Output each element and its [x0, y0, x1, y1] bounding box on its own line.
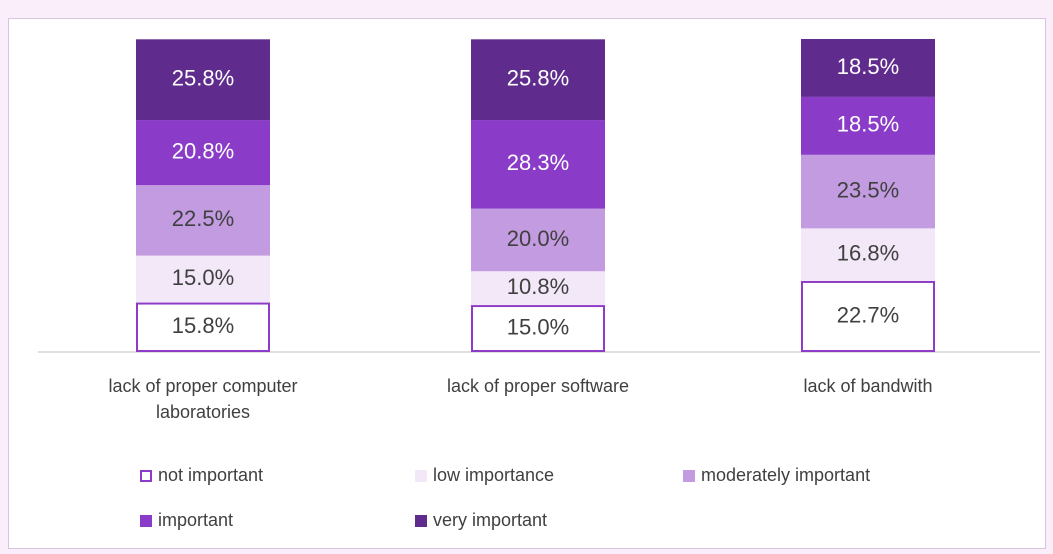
- legend-swatch: [683, 469, 695, 482]
- x-tick-label: lack of proper computer laboratories: [108, 376, 298, 422]
- bar-segment: [801, 280, 935, 353]
- legend-label: not important: [158, 465, 264, 485]
- bar-segment: [471, 39, 605, 121]
- bar-segment: [136, 39, 270, 121]
- bar-segment: [801, 39, 935, 97]
- legend-label: important: [158, 510, 234, 530]
- legend-swatch: [415, 469, 427, 482]
- legend-swatch: [140, 469, 152, 482]
- legend-label: moderately important: [701, 465, 871, 485]
- bar-segment: [801, 228, 935, 281]
- bar-segment: [136, 185, 270, 256]
- x-tick-label: lack of bandwith: [803, 376, 933, 396]
- legend-label: very important: [433, 510, 548, 530]
- x-tick-label: lack of proper software: [446, 376, 630, 396]
- data-label: 28.3%: [507, 150, 569, 175]
- data-label: 18.5%: [837, 112, 899, 137]
- legend-item: important: [140, 510, 233, 531]
- legend-item: low importance: [415, 465, 554, 486]
- data-label: 20.0%: [507, 226, 569, 251]
- data-label: 15.0%: [172, 265, 234, 290]
- data-label: 25.8%: [507, 66, 569, 91]
- data-label: 20.8%: [172, 138, 234, 163]
- bar-segment: [136, 255, 270, 303]
- data-label: 16.8%: [837, 240, 899, 265]
- data-label: 15.8%: [172, 313, 234, 338]
- bar-segment: [471, 271, 605, 306]
- data-label: 15.0%: [507, 314, 569, 339]
- data-label: 18.5%: [837, 54, 899, 79]
- data-label: 22.7%: [837, 302, 899, 327]
- legend-item: very important: [415, 510, 547, 531]
- bar-segment: [801, 154, 935, 229]
- legend-swatch: [415, 514, 427, 527]
- legend-item: not important: [140, 465, 263, 486]
- data-label: 22.5%: [172, 206, 234, 231]
- bar-segment: [136, 120, 270, 186]
- legend-item: moderately important: [683, 465, 870, 486]
- bar-segment: [136, 302, 270, 352]
- bar-segment: [801, 96, 935, 155]
- bar-segment: [471, 208, 605, 272]
- data-label: 10.8%: [507, 274, 569, 299]
- legend-label: low importance: [433, 465, 555, 485]
- data-label: 23.5%: [837, 177, 899, 202]
- bar-segment: [471, 120, 605, 209]
- bar-segment: [471, 305, 605, 352]
- legend-swatch: [140, 514, 152, 527]
- data-label: 25.8%: [172, 66, 234, 91]
